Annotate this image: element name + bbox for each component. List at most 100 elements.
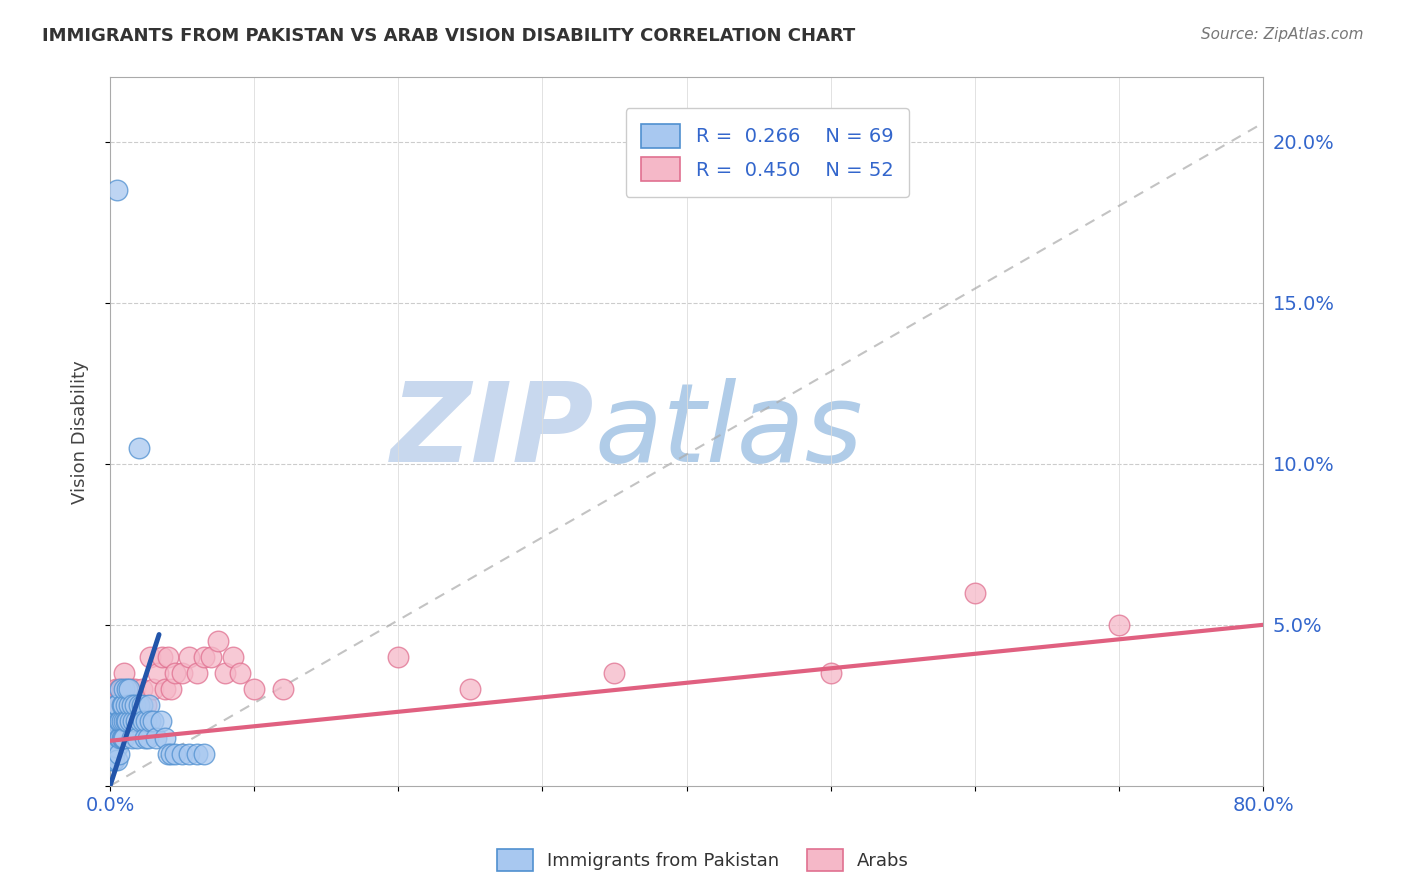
Point: [125, 714, 148, 729]
Point: [163, 666, 186, 681]
Point: [108, 731, 131, 745]
Point: [103, 698, 125, 713]
Point: [120, 698, 142, 713]
Point: [820, 666, 842, 681]
Point: [105, 698, 128, 713]
Point: [142, 714, 165, 729]
Point: [138, 698, 160, 713]
Point: [1108, 617, 1130, 632]
Point: [103, 731, 125, 745]
Point: [115, 698, 138, 713]
Point: [121, 682, 143, 697]
Point: [104, 714, 127, 729]
Point: [100, 753, 122, 767]
Point: [193, 747, 215, 761]
Point: [104, 714, 127, 729]
Point: [114, 714, 136, 729]
Point: [179, 747, 201, 761]
Point: [121, 731, 143, 745]
Point: [271, 682, 294, 697]
Point: [221, 650, 243, 665]
Point: [118, 714, 141, 729]
Point: [110, 714, 132, 729]
Point: [104, 682, 127, 697]
Point: [207, 634, 229, 648]
Point: [127, 731, 149, 745]
Point: [104, 731, 127, 745]
Point: [139, 650, 162, 665]
Point: [135, 714, 157, 729]
Point: [159, 682, 181, 697]
Point: [131, 682, 153, 697]
Point: [114, 666, 136, 681]
Point: [186, 747, 208, 761]
Point: [139, 714, 162, 729]
Point: [121, 698, 143, 713]
Point: [149, 714, 172, 729]
Point: [103, 721, 125, 735]
Point: [200, 650, 222, 665]
Point: [104, 698, 127, 713]
Point: [100, 731, 122, 745]
Point: [115, 714, 138, 729]
Point: [110, 682, 132, 697]
Point: [128, 698, 150, 713]
Point: [107, 714, 129, 729]
Point: [179, 650, 201, 665]
Point: [129, 714, 152, 729]
Point: [114, 698, 136, 713]
Point: [134, 731, 156, 745]
Point: [117, 714, 139, 729]
Point: [112, 731, 135, 745]
Point: [110, 698, 132, 713]
Point: [108, 698, 131, 713]
Point: [136, 731, 159, 745]
Point: [132, 714, 155, 729]
Point: [124, 698, 146, 713]
Point: [101, 731, 124, 745]
Point: [142, 682, 165, 697]
Point: [460, 682, 482, 697]
Point: [243, 682, 266, 697]
Point: [110, 698, 132, 713]
Point: [101, 753, 124, 767]
Point: [156, 650, 179, 665]
Point: [107, 682, 129, 697]
Legend: R =  0.266    N = 69, R =  0.450    N = 52: R = 0.266 N = 69, R = 0.450 N = 52: [626, 109, 908, 197]
Point: [153, 682, 176, 697]
Point: [105, 740, 128, 755]
Point: [124, 682, 146, 697]
Point: [229, 666, 252, 681]
Point: [135, 698, 157, 713]
Point: [603, 666, 626, 681]
Point: [122, 714, 145, 729]
Point: [105, 721, 128, 735]
Point: [104, 740, 127, 755]
Point: [100, 740, 122, 755]
Point: [112, 698, 135, 713]
Point: [103, 731, 125, 745]
Text: ZIP: ZIP: [391, 378, 595, 485]
Point: [159, 747, 181, 761]
Point: [108, 682, 131, 697]
Text: IMMIGRANTS FROM PAKISTAN VS ARAB VISION DISABILITY CORRELATION CHART: IMMIGRANTS FROM PAKISTAN VS ARAB VISION …: [42, 27, 855, 45]
Point: [150, 650, 173, 665]
Point: [101, 747, 124, 761]
Text: Source: ZipAtlas.com: Source: ZipAtlas.com: [1201, 27, 1364, 42]
Point: [117, 682, 139, 697]
Point: [186, 666, 208, 681]
Point: [172, 666, 194, 681]
Point: [107, 731, 129, 745]
Point: [963, 585, 986, 599]
Point: [107, 747, 129, 761]
Point: [131, 698, 153, 713]
Point: [156, 747, 179, 761]
Point: [120, 714, 142, 729]
Point: [114, 682, 136, 697]
Point: [103, 740, 125, 755]
Point: [112, 714, 135, 729]
Point: [145, 731, 167, 745]
Point: [108, 714, 131, 729]
Legend: Immigrants from Pakistan, Arabs: Immigrants from Pakistan, Arabs: [489, 842, 917, 879]
Point: [101, 714, 124, 729]
